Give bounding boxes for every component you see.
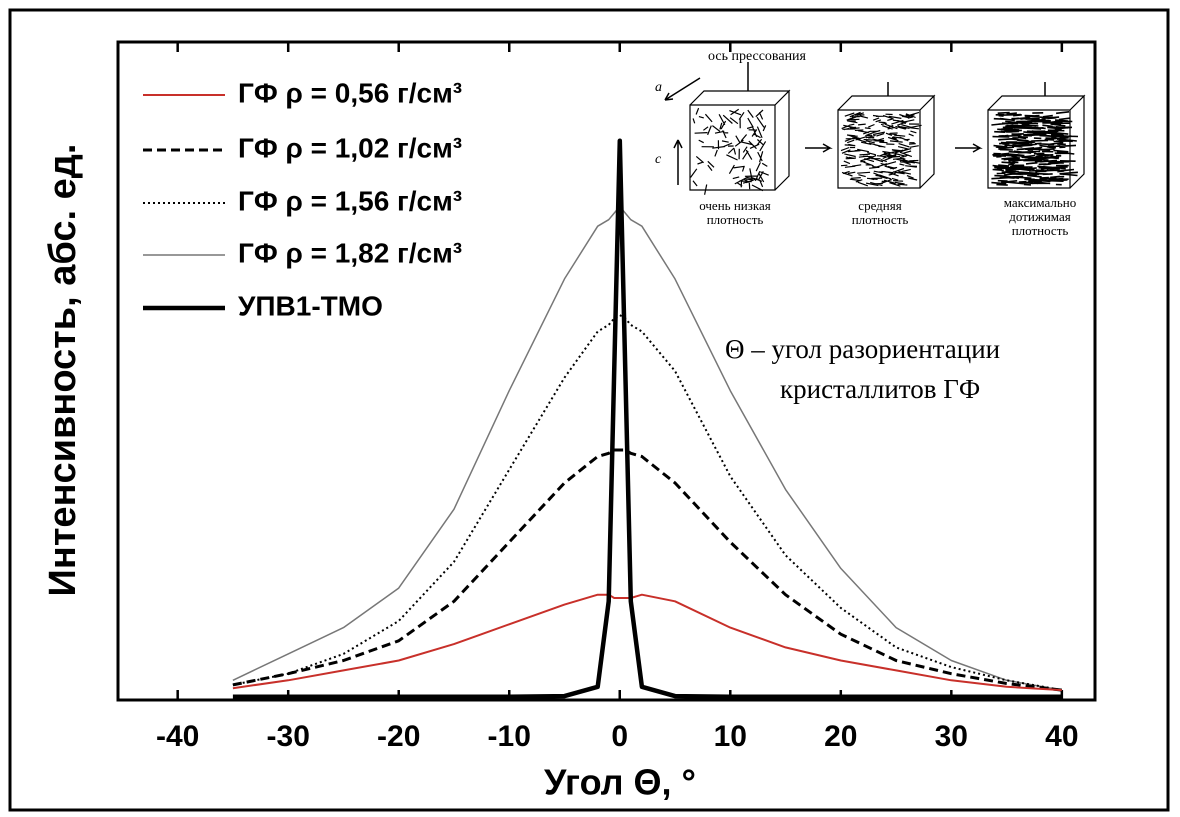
inset-caption: плотность: [852, 212, 909, 227]
legend-label: ГФ ρ = 0,56 г/см³: [238, 77, 462, 108]
legend-label: УПВ1-ТМО: [238, 290, 383, 321]
inset-caption: очень низкая: [699, 198, 771, 213]
x-tick-label: -10: [488, 720, 531, 753]
cube: [689, 89, 791, 191]
cube-hatch: [690, 107, 769, 195]
y-axis-label: Интенсивность, абс. ед.: [42, 144, 84, 597]
legend-label: ГФ ρ = 1,82 г/см³: [238, 237, 462, 268]
x-tick-label: 40: [1045, 720, 1078, 753]
inset-label: a: [655, 80, 662, 95]
inset-label: c: [655, 152, 662, 167]
x-tick-label: 30: [935, 720, 968, 753]
inset-label: ось прессования: [708, 49, 807, 64]
series-line: [232, 138, 1062, 699]
annotation: кристаллитов ГФ: [780, 374, 980, 404]
inset-cubes: [689, 89, 1086, 195]
x-tick-label: 0: [611, 720, 628, 753]
inset-caption: плотность: [1012, 223, 1069, 238]
series-line: [232, 593, 1062, 692]
cube-hatch: [840, 111, 922, 187]
x-tick-label: 20: [824, 720, 857, 753]
x-tick-label: -20: [377, 720, 420, 753]
inset-caption: дотижимая: [1009, 209, 1070, 224]
inset-caption: максимально: [1004, 195, 1077, 210]
x-tick-label: -40: [156, 720, 199, 753]
x-tick-label: -30: [267, 720, 310, 753]
legend-label: ГФ ρ = 1,02 г/см³: [238, 132, 462, 163]
x-tick-label: 10: [714, 720, 747, 753]
plot-frame: [116, 40, 1097, 702]
series-line: [232, 448, 1062, 692]
inset-caption: средняя: [858, 198, 901, 213]
inset-axis-arrows: [664, 77, 701, 185]
annotation: Θ – угол разориентации: [725, 334, 1000, 364]
cube-hatch: [991, 111, 1079, 186]
legend-label: ГФ ρ = 1,56 г/см³: [238, 185, 462, 216]
inset-caption: плотность: [707, 212, 764, 227]
x-axis-label: Угол Θ, °: [544, 762, 696, 803]
